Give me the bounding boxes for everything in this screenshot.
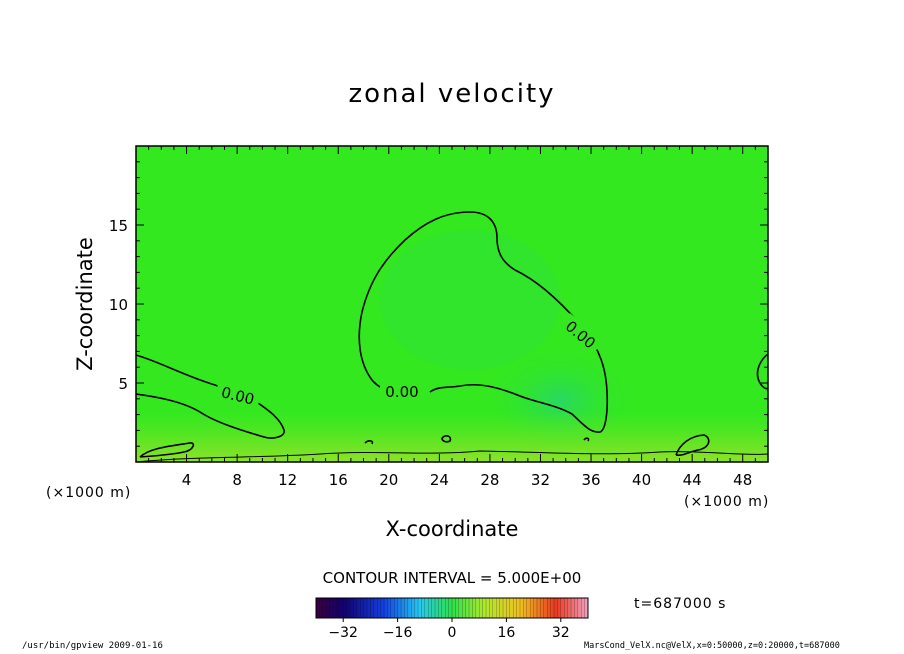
- x-tick-label: 4: [182, 471, 192, 489]
- y-tick-labels: 5 10 15: [109, 217, 128, 393]
- contour-bottom-band: [135, 450, 769, 463]
- y-axis-label: Z-coordinate: [73, 237, 97, 371]
- x-tick-label: 44: [683, 471, 702, 489]
- x-tick-label: 36: [581, 471, 600, 489]
- contour-ground-1: [139, 442, 195, 458]
- contour-main: [358, 211, 609, 433]
- field-blob-upper: [380, 230, 560, 370]
- x-tick-labels: 4 8 12 16 20 24 28 32 36 40 44 48: [182, 471, 752, 489]
- y-tick-label: 10: [109, 296, 128, 314]
- contour-label: 0.00: [385, 383, 418, 401]
- plot-area: 0.00 0.00 0.00: [135, 145, 769, 463]
- colorbar-tick-label: 32: [552, 625, 570, 641]
- x-tick-label: 12: [278, 471, 297, 489]
- x-axis-unit-right: (×1000 m): [684, 494, 769, 510]
- colorbar-tick-label: −32: [328, 625, 358, 641]
- colorbar-tick-labels: −32 −16 0 16 32: [328, 618, 570, 641]
- x-tick-label: 28: [480, 471, 499, 489]
- contour-ground-5: [583, 437, 590, 442]
- colorbar-stripes: [319, 598, 585, 618]
- x-tick-label: 16: [329, 471, 348, 489]
- footer-right: MarsCond_VelX.nc@VelX,x=0:50000,z=0:2000…: [584, 641, 840, 651]
- x-tick-label: 32: [531, 471, 550, 489]
- contour-lines: [135, 211, 769, 463]
- contour-left: [135, 354, 285, 439]
- colorbar-tick-label: 0: [448, 625, 457, 641]
- contour-right-edge: [756, 353, 769, 390]
- x-tick-label: 20: [379, 471, 398, 489]
- x-axis-label: X-coordinate: [386, 517, 519, 541]
- y-tick-label: 15: [109, 217, 128, 235]
- x-tick-label: 8: [232, 471, 242, 489]
- footer-left: /usr/bin/gpview 2009-01-16: [22, 641, 163, 651]
- colorbar-tick-label: −16: [383, 625, 413, 641]
- time-label: t=687000 s: [634, 596, 726, 612]
- field-near-ground: [136, 412, 768, 462]
- x-tick-label: 24: [430, 471, 449, 489]
- contour-ground-2: [364, 440, 374, 445]
- colorbar: [315, 597, 589, 619]
- x-tick-label: 40: [632, 471, 651, 489]
- colorbar-tick-label: 16: [497, 625, 515, 641]
- axis-ticks: [136, 146, 768, 462]
- contour-interval: CONTOUR INTERVAL = 5.000E+00: [323, 569, 582, 587]
- chart-title: zonal velocity: [348, 79, 555, 109]
- x-axis-unit-left: (×1000 m): [46, 485, 131, 501]
- x-tick-label: 48: [733, 471, 752, 489]
- contour-ground-4: [675, 434, 710, 456]
- y-tick-label: 5: [118, 375, 128, 393]
- contour-ground-3: [441, 435, 452, 443]
